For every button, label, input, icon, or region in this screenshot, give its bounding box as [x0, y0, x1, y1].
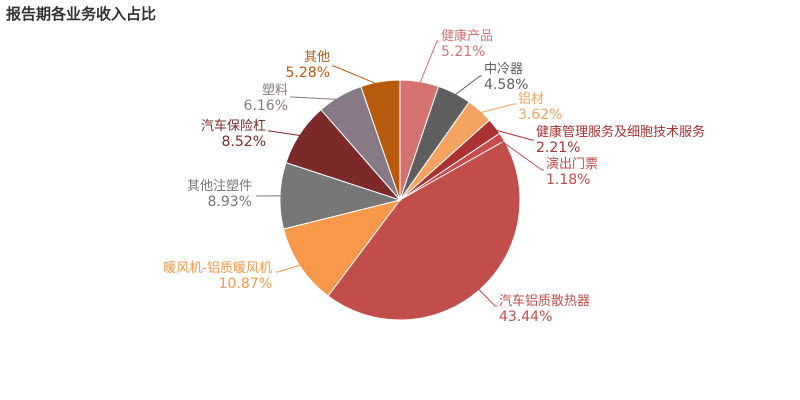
- leader-line-8: [268, 130, 304, 137]
- slice-value-label-0: 5.21%: [441, 44, 485, 60]
- slice-value-label-10: 5.28%: [286, 65, 330, 81]
- slice-value-label-2: 3.62%: [518, 107, 562, 123]
- chart-title: 报告期各业务收入占比: [6, 5, 157, 23]
- slice-label-7: 其他注塑件: [187, 179, 252, 194]
- pie-slice-10: [360, 79, 401, 201]
- slice-value-label-9: 6.16%: [244, 98, 288, 114]
- slice-label-6: 暖风机-铝质暖风机: [163, 261, 272, 276]
- slice-value-label-8: 8.52%: [222, 134, 266, 150]
- slice-value-label-5: 43.44%: [499, 309, 552, 325]
- slice-value-label-1: 4.58%: [484, 77, 528, 93]
- leader-line-0: [418, 40, 439, 86]
- slice-value-label-4: 1.18%: [546, 172, 590, 188]
- leader-line-2: [477, 103, 516, 114]
- slice-label-9: 塑料: [262, 83, 288, 98]
- leader-line-9: [290, 96, 342, 101]
- pie-slice-6: [282, 199, 402, 297]
- leader-line-4: [498, 138, 544, 171]
- slice-value-label-6: 10.87%: [219, 276, 272, 292]
- slice-label-0: 健康产品: [441, 28, 493, 44]
- leader-line-1: [452, 75, 482, 97]
- slice-label-1: 中冷器: [484, 62, 523, 77]
- leader-line-5: [476, 286, 497, 307]
- slice-label-5: 汽车铝质散热器: [499, 293, 590, 309]
- pie-slices: [279, 79, 521, 321]
- slice-value-label-7: 8.93%: [208, 194, 252, 210]
- slice-label-2: 铝材: [518, 92, 544, 107]
- slice-value-label-3: 2.21%: [536, 140, 580, 156]
- leader-line-10: [332, 65, 381, 87]
- slice-label-3: 健康管理服务及细胞技术服务: [536, 124, 705, 140]
- slice-label-10: 其他: [304, 50, 330, 65]
- slice-label-4: 演出门票: [546, 156, 598, 172]
- slice-label-8: 汽车保险杠: [201, 118, 266, 134]
- leader-line-3: [491, 128, 534, 141]
- leader-line-6: [276, 263, 304, 273]
